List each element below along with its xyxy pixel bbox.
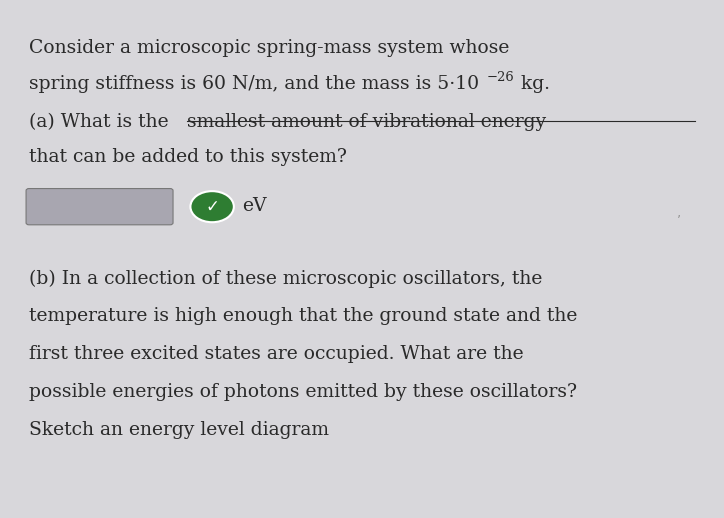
Text: ✓: ✓ <box>205 198 219 215</box>
Text: Sketch an energy level diagram: Sketch an energy level diagram <box>29 421 329 439</box>
Text: (a) What is the: (a) What is the <box>29 113 174 131</box>
Text: Consider a microscopic spring-mass system whose: Consider a microscopic spring-mass syste… <box>29 39 510 57</box>
Text: spring stiffness is 60 N/m, and the mass is 5·10: spring stiffness is 60 N/m, and the mass… <box>29 75 479 93</box>
Text: eV: eV <box>243 197 267 214</box>
Text: temperature is high enough that the ground state and the: temperature is high enough that the grou… <box>29 307 577 325</box>
Text: −26: −26 <box>487 71 514 84</box>
Text: ,: , <box>677 205 681 220</box>
Text: possible energies of photons emitted by these oscillators?: possible energies of photons emitted by … <box>29 383 577 401</box>
Text: (b) In a collection of these microscopic oscillators, the: (b) In a collection of these microscopic… <box>29 269 542 287</box>
Text: kg.: kg. <box>515 75 550 93</box>
Text: first three excited states are occupied. What are the: first three excited states are occupied.… <box>29 345 523 363</box>
Circle shape <box>190 191 234 222</box>
FancyBboxPatch shape <box>26 189 173 225</box>
Text: that can be added to this system?: that can be added to this system? <box>29 148 347 166</box>
Text: smallest amount of vibrational energy: smallest amount of vibrational energy <box>187 113 546 131</box>
